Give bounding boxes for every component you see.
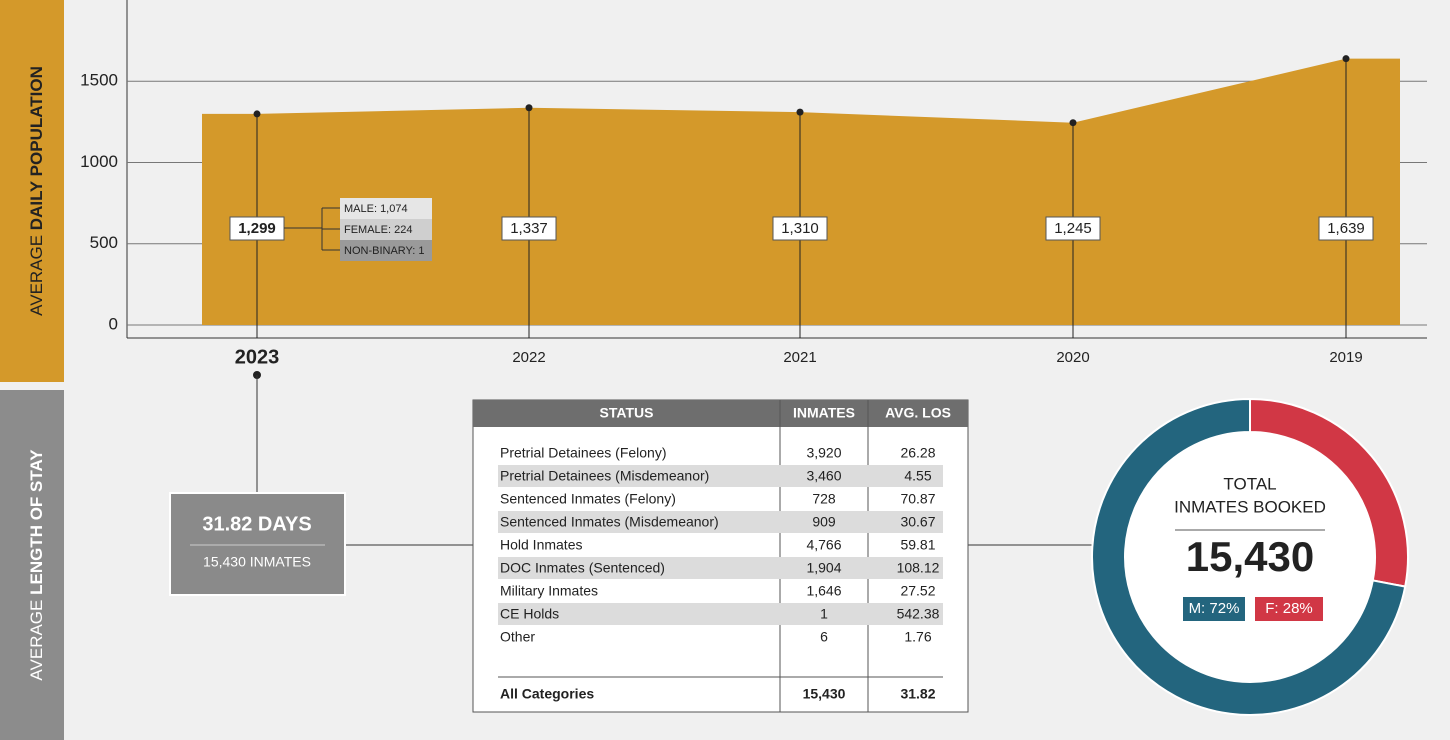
value-label: 1,337: [510, 220, 548, 237]
breakdown-label: NON-BINARY: 1: [344, 245, 425, 257]
table-cell: 728: [812, 491, 836, 507]
point: [525, 104, 533, 112]
x-tick-label: 2021: [783, 349, 816, 366]
x-tick-label: 2019: [1329, 349, 1362, 366]
table-total-cell: 15,430: [803, 686, 846, 702]
table-cell: Hold Inmates: [500, 537, 582, 553]
table-cell: 3,460: [806, 468, 841, 484]
table-header-cell: AVG. LOS: [885, 405, 951, 421]
breakdown-label: MALE: 1,074: [344, 203, 408, 215]
breakdown-box: [340, 219, 432, 240]
table-cell: 27.52: [900, 583, 935, 599]
breakdown-box: [340, 198, 432, 219]
table: [472, 399, 969, 713]
row-shade: [498, 511, 943, 533]
y-tick-label: 1500: [80, 71, 118, 90]
x-tick-label: 2023: [235, 346, 280, 368]
side-label: AVERAGE LENGTH OF STAY: [27, 449, 46, 681]
bracket: [284, 207, 340, 251]
row-shade: [498, 557, 943, 579]
table-cell: 6: [820, 629, 828, 645]
table-cell: 542.38: [897, 606, 940, 622]
donut-title: TOTAL: [1223, 474, 1276, 493]
value-box: [1318, 216, 1374, 241]
value-label: 1,299: [238, 220, 276, 237]
side-panel: [0, 0, 64, 382]
table-cell: 3,920: [806, 445, 841, 461]
table-cell: Sentenced Inmates (Misdemeanor): [500, 514, 719, 530]
y-tick-label: 500: [90, 233, 118, 252]
area: [202, 58, 1400, 325]
value-box: [1045, 216, 1101, 241]
y-tick-label: 0: [109, 314, 118, 333]
value-label: 1,310: [781, 220, 819, 237]
table-total-cell: 31.82: [900, 686, 935, 702]
table-cell: 59.81: [900, 537, 935, 553]
side-panel: [0, 390, 64, 740]
table-cell: Pretrial Detainees (Misdemeanor): [500, 468, 709, 484]
row-shade: [498, 603, 943, 625]
table-cell: 4,766: [806, 537, 841, 553]
x-tick-label: 2022: [512, 349, 545, 366]
breakdown-label: FEMALE: 224: [344, 224, 412, 236]
table-total-cell: All Categories: [500, 686, 594, 702]
table-cell: 30.67: [900, 514, 935, 530]
table-cell: 1: [820, 606, 828, 622]
table-header: [473, 400, 968, 427]
table-cell: Sentenced Inmates (Felony): [500, 491, 676, 507]
breakdown-box: [340, 240, 432, 261]
side-label: AVERAGE DAILY POPULATION: [27, 66, 46, 316]
table-cell: 4.55: [904, 468, 931, 484]
table-header-cell: INMATES: [793, 405, 855, 421]
table-cell: DOC Inmates (Sentenced): [500, 560, 665, 576]
y-tick-label: 1000: [80, 152, 118, 171]
value-label: 1,639: [1327, 220, 1365, 237]
table-cell: 26.28: [900, 445, 935, 461]
value-box: [501, 216, 557, 241]
table-cell: 1.76: [904, 629, 931, 645]
point: [1342, 55, 1350, 63]
summary-inmates: 15,430 INMATES: [203, 554, 311, 570]
point: [253, 110, 261, 118]
table-cell: 1,646: [806, 583, 841, 599]
legend-box: [1183, 597, 1245, 621]
point: [1069, 119, 1077, 127]
legend-label: M: 72%: [1189, 600, 1240, 617]
table-cell: 909: [812, 514, 836, 530]
table-cell: Pretrial Detainees (Felony): [500, 445, 667, 461]
table-cell: 1,904: [806, 560, 841, 576]
summary-days: 31.82 DAYS: [202, 513, 311, 535]
row-shade: [498, 465, 943, 487]
legend-label: F: 28%: [1265, 600, 1313, 617]
donut-total: 15,430: [1186, 533, 1314, 580]
table-cell: 70.87: [900, 491, 935, 507]
value-label: 1,245: [1054, 220, 1092, 237]
value-box: [772, 216, 828, 241]
table-header-cell: STATUS: [600, 405, 654, 421]
summary-box: [169, 492, 346, 596]
table-cell: CE Holds: [500, 606, 559, 622]
x-tick-label: 2020: [1056, 349, 1089, 366]
table-cell: Military Inmates: [500, 583, 598, 599]
table-cell: 108.12: [897, 560, 940, 576]
donut-title: INMATES BOOKED: [1174, 497, 1326, 516]
point: [796, 108, 804, 116]
legend-box: [1255, 597, 1323, 621]
table-cell: Other: [500, 629, 535, 645]
